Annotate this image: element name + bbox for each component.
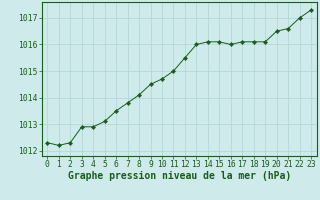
X-axis label: Graphe pression niveau de la mer (hPa): Graphe pression niveau de la mer (hPa) [68,171,291,181]
